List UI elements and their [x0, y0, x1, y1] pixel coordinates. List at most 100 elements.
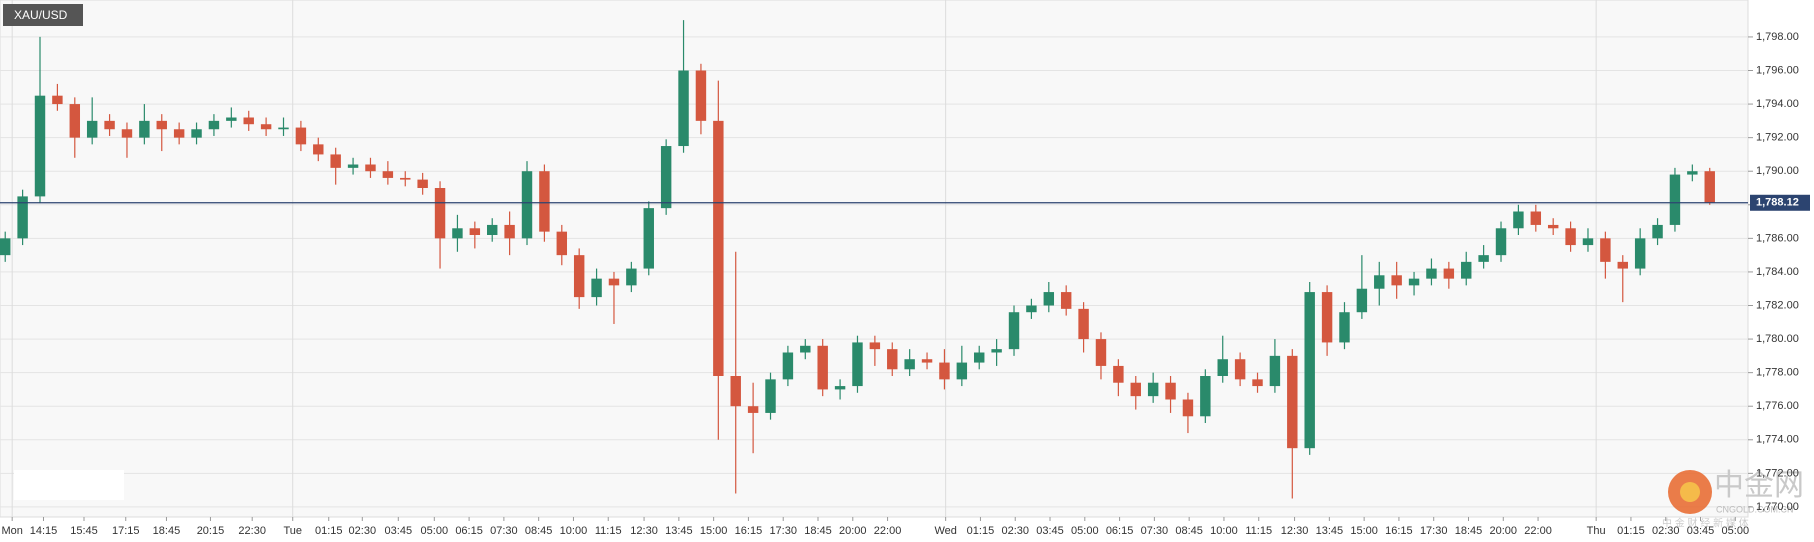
candle-body [469, 228, 481, 235]
candle-body [1060, 292, 1072, 309]
candle-body [17, 196, 28, 239]
x-tick-label: 03:45 [1036, 525, 1064, 537]
candle-body [765, 379, 776, 413]
candle-body [382, 171, 394, 178]
x-tick-label: 17:15 [112, 525, 140, 537]
candle-body [869, 342, 881, 350]
x-tick-label: 15:00 [1350, 525, 1378, 537]
candle-body [1165, 382, 1176, 400]
candle-body [1252, 379, 1263, 387]
x-tick-label: 08:45 [1175, 525, 1203, 537]
x-tick-label: 08:45 [525, 525, 553, 537]
y-tick-label: 1,772.00 [1756, 467, 1799, 479]
candle-body [939, 362, 950, 380]
candle-body [1669, 174, 1681, 225]
x-tick-label: 14:15 [30, 525, 58, 537]
candle-body [226, 117, 237, 121]
candle-body [347, 164, 359, 168]
candle-body [1478, 255, 1489, 262]
last-price-label: 1,788.12 [1756, 197, 1799, 209]
x-tick-label: 16:15 [735, 525, 763, 537]
candle-body [904, 359, 915, 370]
x-tick-label: 18:45 [153, 525, 181, 537]
x-tick-label: 06:15 [1106, 525, 1134, 537]
x-tick-label: 20:00 [839, 525, 867, 537]
candle-body [104, 120, 115, 130]
candle-body [173, 129, 185, 138]
candle-body [330, 154, 341, 168]
x-tick-label: 16:15 [1385, 525, 1413, 537]
x-tick-label: 03:45 [1687, 525, 1715, 537]
x-tick-label: 02:30 [1001, 525, 1029, 537]
candle-body [487, 224, 498, 235]
candle-body [260, 124, 272, 130]
candle-body [1321, 292, 1333, 343]
candle-body [1113, 365, 1124, 383]
candle-body [887, 349, 898, 370]
candle-body [1147, 382, 1159, 397]
x-tick-label: 01:15 [1617, 525, 1645, 537]
candle-body [1704, 171, 1715, 203]
x-tick-label: 10:00 [560, 525, 588, 537]
candle-body [156, 120, 167, 130]
candle-body [1652, 224, 1663, 239]
x-tick-label: Mon [1, 525, 22, 537]
candle-body [1026, 305, 1037, 313]
y-tick-label: 1,780.00 [1756, 333, 1799, 345]
candle-body [591, 278, 602, 298]
candle-body [660, 146, 672, 209]
candle-body [713, 120, 724, 376]
candle-body [417, 179, 428, 188]
plot-area [0, 0, 1749, 518]
candle-body [1269, 355, 1281, 387]
candle-body [1356, 288, 1368, 313]
x-tick-label: 10:00 [1210, 525, 1238, 537]
x-tick-label: 20:15 [197, 525, 225, 537]
watermark-logo-inner [1680, 482, 1700, 502]
x-tick-label: 20:00 [1490, 525, 1518, 537]
candle-body [817, 345, 828, 390]
title-box [3, 4, 83, 26]
candle-body [1530, 211, 1542, 225]
candle-body [243, 117, 254, 125]
candle-body [1217, 359, 1228, 376]
last-price-box [1750, 194, 1810, 211]
candle-body [1374, 275, 1385, 289]
watermark-name: 中金网 [1714, 469, 1804, 502]
watermark-tagline: 中 金 财 经 新 媒 体 [1662, 517, 1749, 530]
candle-body [34, 95, 46, 197]
candle-body [626, 268, 637, 286]
x-tick-label: 11:15 [1245, 525, 1272, 537]
x-tick-label: 18:45 [1455, 525, 1483, 537]
candle-body [52, 95, 63, 105]
candle-body [782, 352, 794, 380]
y-tick-label: 1,770.00 [1756, 501, 1799, 513]
y-tick-label: 1,774.00 [1756, 434, 1799, 446]
x-tick-label: 13:45 [1316, 525, 1344, 537]
candle-body [730, 376, 741, 407]
x-tick-label: 11:15 [595, 525, 622, 537]
y-tick-label: 1,794.00 [1756, 98, 1799, 110]
candle-body [1426, 268, 1437, 279]
x-tick-label: 02:30 [349, 525, 377, 537]
y-tick-label: 1,778.00 [1756, 367, 1799, 379]
candle-body [295, 127, 307, 145]
candle-body [121, 129, 133, 138]
candle-body [86, 120, 98, 138]
x-tick-label: 03:45 [385, 525, 413, 537]
candle-body [1513, 211, 1524, 229]
x-tick-label: 22:00 [874, 525, 902, 537]
candle-body [1565, 228, 1576, 246]
candle-body [1130, 382, 1141, 397]
blank-box [14, 470, 124, 500]
y-tick-label: 1,796.00 [1756, 64, 1799, 76]
candle-body [278, 127, 289, 130]
candle-body [573, 255, 585, 298]
x-tick-label: 12:30 [630, 525, 658, 537]
chart-title: XAU/USD [14, 8, 68, 22]
candle-body [1095, 339, 1107, 366]
candle-body [1234, 359, 1246, 380]
candle-body [1287, 355, 1298, 449]
candle-body [1008, 312, 1020, 350]
